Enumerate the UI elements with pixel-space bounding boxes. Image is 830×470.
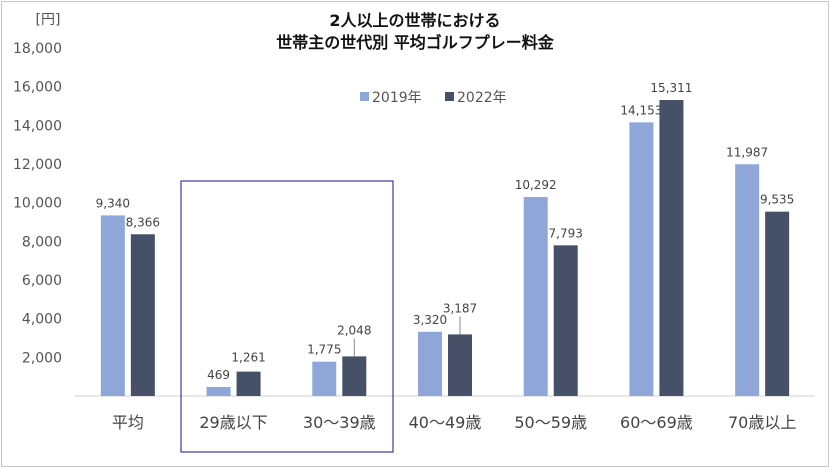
data-label: 1,261 <box>231 351 265 365</box>
data-label: 14,153 <box>620 103 662 117</box>
bar-2019 <box>418 331 442 396</box>
y-tick-label: 10,000 <box>13 196 62 212</box>
chart-title-line: 2人以上の世帯における <box>329 11 500 30</box>
highlight-box <box>180 180 394 453</box>
bar-2022 <box>553 245 578 396</box>
data-label: 3,320 <box>413 313 447 327</box>
y-tick-label: 12,000 <box>13 157 62 173</box>
data-label: 469 <box>207 368 230 382</box>
bar-2019 <box>735 164 760 396</box>
chart-title-line: 世帯主の世代別 平均ゴルフプレー料金 <box>276 33 555 52</box>
bar-2022 <box>236 371 261 396</box>
legend-label: 2019年 <box>372 90 422 106</box>
category-label: 60〜69歳 <box>620 413 693 432</box>
category-label: 40〜49歳 <box>409 413 482 432</box>
bar-2022 <box>342 356 367 396</box>
bar-2019 <box>312 361 337 396</box>
y-tick-label: 2,000 <box>22 350 62 366</box>
data-label: 10,292 <box>515 178 557 192</box>
bar-2019 <box>206 386 231 396</box>
category-label: 70歳以上 <box>728 413 796 432</box>
data-label: 7,793 <box>549 226 583 240</box>
data-label: 2,048 <box>337 323 371 337</box>
data-label: 8,366 <box>126 215 160 229</box>
data-label: 15,311 <box>650 81 692 95</box>
legend-swatch <box>445 92 454 101</box>
category-label: 29歳以下 <box>199 413 267 432</box>
y-tick-label: 16,000 <box>13 80 62 96</box>
category-label: 30〜39歳 <box>303 413 376 432</box>
data-label: 3,187 <box>443 301 477 315</box>
bar-2022 <box>659 99 684 396</box>
bar-2019 <box>629 122 654 396</box>
legend-label: 2022年 <box>457 90 507 106</box>
y-tick-label: 6,000 <box>22 273 62 289</box>
bar-2022 <box>130 234 155 396</box>
data-label: 9,340 <box>96 196 130 210</box>
bar-2022 <box>448 334 472 396</box>
y-tick-label: 18,000 <box>13 41 62 57</box>
category-label: 50〜59歳 <box>514 413 587 432</box>
unit-label: [円] <box>36 12 61 28</box>
bar-2019 <box>523 197 548 396</box>
data-label: 11,987 <box>726 145 768 159</box>
y-tick-label: 4,000 <box>22 312 62 328</box>
bar-2022 <box>765 211 790 396</box>
y-tick-label: 14,000 <box>13 118 62 134</box>
data-label: 9,535 <box>760 193 794 207</box>
data-label: 1,775 <box>307 343 341 357</box>
category-label: 平均 <box>112 413 144 432</box>
bar-2019 <box>100 215 125 396</box>
y-tick-label: 8,000 <box>22 234 62 250</box>
legend-swatch <box>360 92 369 101</box>
